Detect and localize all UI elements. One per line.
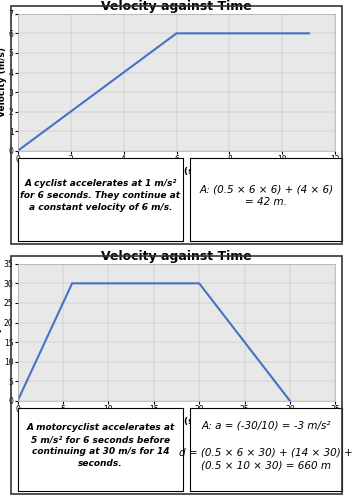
- Y-axis label: Velocity (m/s): Velocity (m/s): [0, 298, 2, 368]
- Text: A: a = (-30/10) = -3 m/s²

d = (0.5 × 6 × 30) + (14 × 30) +
(0.5 × 10 × 30) = 66: A: a = (-30/10) = -3 m/s² d = (0.5 × 6 ×…: [179, 421, 353, 470]
- Text: A motorcyclist accelerates at
5 m/s² for 6 seconds before
continuing at 30 m/s f: A motorcyclist accelerates at 5 m/s² for…: [26, 424, 174, 468]
- X-axis label: Time (s): Time (s): [156, 167, 197, 176]
- X-axis label: Time (s): Time (s): [156, 417, 197, 426]
- Title: Velocity against Time: Velocity against Time: [101, 0, 252, 12]
- Title: Velocity against Time: Velocity against Time: [101, 250, 252, 262]
- Text: A cyclist accelerates at 1 m/s²
for 6 seconds. They continue at
a constant veloc: A cyclist accelerates at 1 m/s² for 6 se…: [20, 180, 180, 212]
- Y-axis label: Velocity (m/s): Velocity (m/s): [0, 48, 7, 117]
- Text: A: (0.5 × 6 × 6) + (4 × 6)
= 42 m.: A: (0.5 × 6 × 6) + (4 × 6) = 42 m.: [199, 184, 333, 208]
